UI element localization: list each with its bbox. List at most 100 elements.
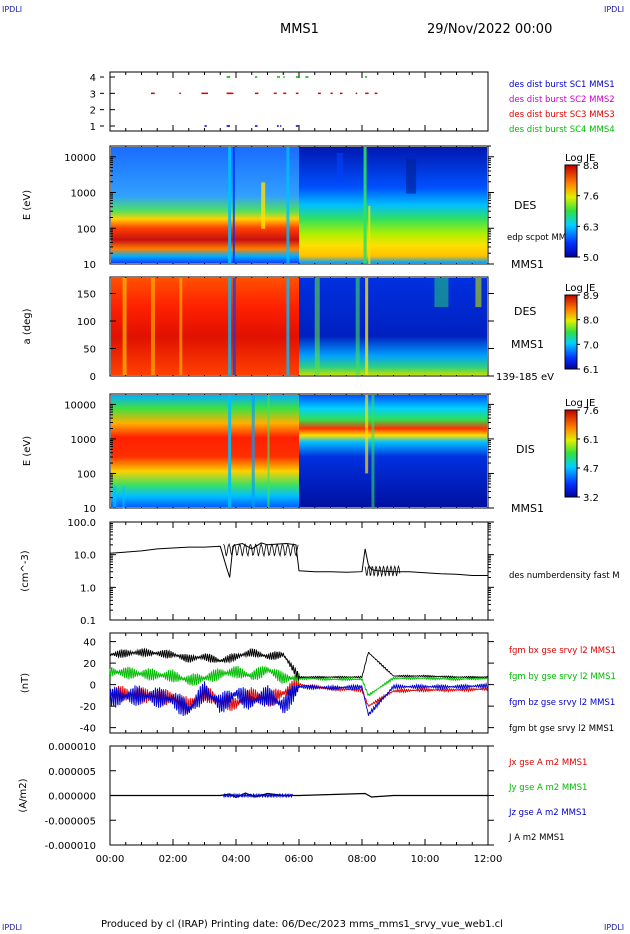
des-energy-heatmap-stripe <box>368 206 370 264</box>
right-label: MMS1 <box>511 338 544 351</box>
dis-energy-heatmap-stripe <box>252 395 255 507</box>
y-tick-label: 100 <box>77 224 96 235</box>
des-pitch-heatmap-stripe <box>179 278 182 375</box>
legend-entry: Jz gse A m2 MMS1 <box>508 808 587 818</box>
y-tick-label: 10.0 <box>74 551 96 562</box>
right-label: 139-185 eV <box>496 372 554 383</box>
y-axis-label: (nT) <box>20 673 31 693</box>
y-tick-label: 10000 <box>64 400 96 411</box>
legend-entry: fgm bz gse srvy l2 MMS1 <box>509 698 615 708</box>
legend-entry: des dist burst SC4 MMS4 <box>509 125 615 135</box>
y-tick-label: -40 <box>80 724 96 735</box>
des-pitch-heatmap-stripe <box>475 278 481 307</box>
y-tick-label: 100.0 <box>67 518 96 529</box>
colorbar-tick-label: 7.0 <box>583 340 599 351</box>
x-tick-label: 06:00 <box>285 854 314 865</box>
y-axis-label: E (eV) <box>22 436 33 466</box>
legend-entry: J A m2 MMS1 <box>508 833 565 843</box>
y-tick-label: 1000 <box>71 435 96 446</box>
des-energy-heatmap-stripe <box>286 147 289 263</box>
des-pitch-heatmap-region-b <box>299 278 487 375</box>
des-energy-heatmap-stripe <box>228 147 231 263</box>
des-energy-heatmap-stripe <box>337 153 343 182</box>
x-tick-label: 10:00 <box>411 854 440 865</box>
legend-entry: fgm bt gse srvy l2 MMS1 <box>509 724 614 734</box>
des-energy-heatmap-region-a <box>111 147 299 263</box>
x-tick-label: 08:00 <box>348 854 377 865</box>
colorbar-tick-label: 6.3 <box>583 222 599 233</box>
panel-frame <box>110 72 488 131</box>
des-energy-heatmap-stripe <box>261 182 265 228</box>
y-tick-label: 1000 <box>71 189 96 200</box>
magnetic-line <box>110 681 488 716</box>
colorbar-tick-label: 8.9 <box>583 291 599 302</box>
dis-energy-heatmap-stripe <box>123 486 125 508</box>
y-axis-label: E (eV) <box>22 190 33 220</box>
legend-entry: fgm by gse srvy l2 MMS1 <box>509 672 616 682</box>
des-pitch-heatmap-stripe <box>228 278 231 375</box>
des-pitch-heatmap-region-a <box>111 278 299 375</box>
legend-entry: fgm bx gse srvy l2 MMS1 <box>509 646 616 656</box>
y-tick-label: 10000 <box>64 153 96 164</box>
des-pitch-heatmap-stripe <box>123 278 127 375</box>
y-tick-label: 50 <box>83 345 96 356</box>
colorbar-tick-label: 7.6 <box>583 406 599 417</box>
y-tick-label: 0.000000 <box>48 792 96 803</box>
colorbar-tick-label: 4.7 <box>583 464 599 475</box>
right-label: DIS <box>516 443 535 456</box>
colorbar <box>565 410 577 497</box>
x-tick-label: 00:00 <box>96 854 125 865</box>
des-pitch-heatmap-stripe <box>286 278 289 375</box>
des-energy-heatmap-stripe <box>406 159 416 194</box>
current-line <box>110 793 488 798</box>
x-tick-label: 02:00 <box>159 854 188 865</box>
y-tick-label: -20 <box>80 702 96 713</box>
x-tick-label: 12:00 <box>474 854 503 865</box>
y-axis-label: a (deg) <box>22 308 33 344</box>
density-line <box>110 543 488 578</box>
des-energy-heatmap-region-b <box>299 147 487 263</box>
y-tick-label: 100 <box>77 317 96 328</box>
des-energy-heatmap-stripe <box>233 147 235 263</box>
right-label: DES <box>514 199 536 212</box>
legend-entry: Jy gse A m2 MMS1 <box>508 783 587 793</box>
colorbar <box>565 165 577 257</box>
current-jitter <box>223 794 292 798</box>
y-tick-label: 2 <box>90 106 96 117</box>
right-label: MMS1 <box>511 258 544 271</box>
y-tick-label: 40 <box>83 638 96 649</box>
colorbar <box>565 295 577 369</box>
y-tick-label: 20 <box>83 659 96 670</box>
y-tick-label: -0.000005 <box>45 816 96 827</box>
dis-energy-heatmap-stripe <box>371 395 374 507</box>
y-tick-label: 0.1 <box>80 616 96 627</box>
y-tick-label: 3 <box>90 89 96 100</box>
y-tick-label: 0 <box>90 372 96 383</box>
y-tick-label: 4 <box>90 73 96 84</box>
right-label: MMS1 <box>511 502 544 515</box>
des-pitch-heatmap-stripe <box>356 278 360 375</box>
legend-entry: des numberdensity fast M <box>509 571 620 581</box>
colorbar-tick-label: 7.6 <box>583 192 599 203</box>
colorbar-tick-label: 8.0 <box>583 316 599 327</box>
y-tick-label: 1.0 <box>80 583 96 594</box>
dis-energy-heatmap-region-b <box>299 395 487 507</box>
dis-energy-heatmap-stripe <box>228 395 231 507</box>
y-tick-label: 10 <box>83 260 96 271</box>
des-pitch-heatmap-stripe <box>365 278 368 375</box>
des-pitch-heatmap-stripe <box>434 278 448 307</box>
dis-energy-heatmap-stripe <box>365 395 368 473</box>
des-pitch-heatmap-stripe <box>233 278 236 375</box>
magnetic-line <box>110 666 488 696</box>
y-axis-label: (A/m2) <box>18 778 29 812</box>
footer-credit: Produced by cl (IRAP) Printing date: 06/… <box>101 919 503 930</box>
des-energy-heatmap-stripe <box>364 147 367 263</box>
y-tick-label: -0.000010 <box>45 841 96 852</box>
colorbar-tick-label: 8.8 <box>583 161 599 172</box>
colorbar-tick-label: 3.2 <box>583 493 599 504</box>
legend-entry: Jx gse A m2 MMS1 <box>508 758 587 768</box>
y-axis-label: (cm^-3) <box>20 550 31 591</box>
colorbar-tick-label: 5.0 <box>583 253 599 264</box>
dis-energy-heatmap-stripe <box>268 395 270 507</box>
